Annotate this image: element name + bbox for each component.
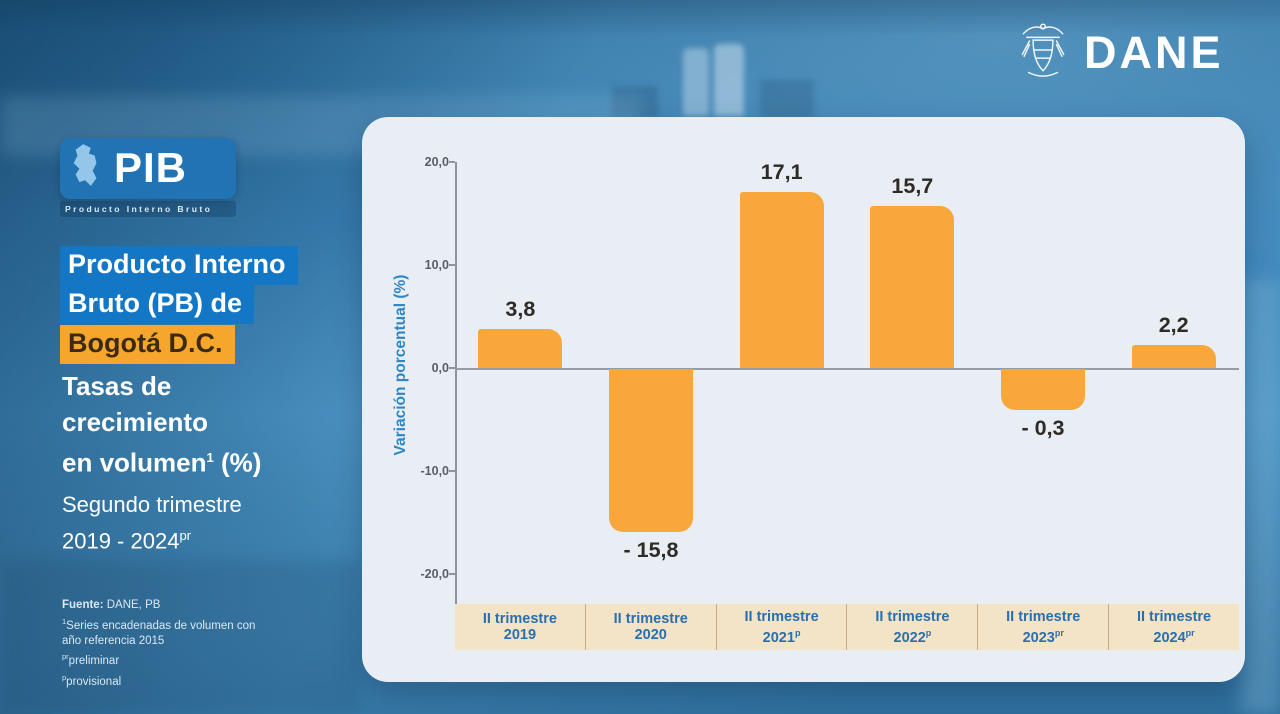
- zero-baseline: [455, 368, 1239, 370]
- footnotes: Fuente: DANE, PB 1Series encadenadas de …: [62, 598, 255, 690]
- headline-line-1: Producto Interno: [60, 246, 298, 285]
- bar-value-label: 15,7: [891, 174, 934, 199]
- x-category-label: II trimestre 2022p: [847, 604, 979, 650]
- dane-logo: DANE: [1016, 20, 1224, 85]
- headline-line-2: Bruto (PB) de: [60, 285, 254, 324]
- y-tick-label: 0,0: [431, 361, 449, 375]
- headline-highlight: Bogotá D.C.: [60, 325, 235, 364]
- source-line: Fuente: DANE, PB: [62, 599, 161, 611]
- footnote-marker: pr: [179, 527, 191, 543]
- subtitle-period-range: 2019 - 2024pr: [62, 527, 191, 553]
- subtitle-block: Tasas de crecimiento en volumen1 (%) Seg…: [62, 368, 261, 556]
- city-haze: [1240, 280, 1280, 714]
- dane-wordmark: DANE: [1084, 27, 1224, 78]
- footnote-line: año referencia 2015: [62, 634, 165, 647]
- footnote-line: pprovisional: [62, 672, 122, 688]
- footnote-marker: 1: [206, 450, 214, 465]
- y-tick-label: -20,0: [420, 567, 450, 581]
- subtitle-bold-line: crecimiento: [62, 407, 208, 437]
- x-category-label: II trimestre 2023pr: [978, 604, 1110, 650]
- footnote-marker: pr: [1185, 627, 1195, 638]
- y-tick-mark: [449, 470, 455, 472]
- headline: Producto Interno Bruto (PB) de Bogotá D.…: [60, 246, 298, 364]
- bar-value-label: 3,8: [505, 296, 536, 321]
- subtitle-bold-line: en volumen1 (%): [62, 447, 262, 478]
- y-tick-mark: [449, 367, 455, 369]
- y-tick-label: 10,0: [424, 258, 449, 272]
- bar-2021: [739, 191, 824, 368]
- x-category-label: II trimestre 2020: [586, 604, 717, 650]
- city-haze: [0, 560, 360, 714]
- tower-silhouette: [683, 48, 709, 116]
- y-tick-mark: [449, 573, 455, 575]
- building-silhouette: [612, 86, 658, 118]
- y-axis-line: [455, 162, 457, 650]
- bar-2024: [1131, 345, 1216, 368]
- pib-logo-box: PIB: [60, 138, 236, 199]
- chart-panel: Variación porcentual (%) II trimestre 201…: [362, 117, 1245, 682]
- x-category-label: II trimestre 2024pr: [1136, 608, 1212, 646]
- footnote-marker: p: [794, 627, 801, 638]
- x-category-label: II trimestre 2021p: [717, 604, 848, 650]
- y-tick-label: 20,0: [424, 155, 449, 169]
- y-tick-mark: [449, 264, 455, 266]
- pib-acronym: PIB: [114, 143, 188, 191]
- x-category-label: II trimestre 2019: [455, 604, 586, 650]
- bar-2020: [609, 369, 693, 532]
- bar-value-label: 17,1: [760, 159, 803, 184]
- bar-value-label: - 15,8: [623, 537, 679, 562]
- bar-value-label: - 0,3: [1021, 416, 1065, 441]
- bar-2023: [1001, 369, 1085, 411]
- bar-value-label: 2,2: [1158, 313, 1189, 338]
- footnote-marker: p: [925, 627, 932, 638]
- tower-silhouette: [714, 44, 744, 116]
- footnote-line: 1Series encadenadas de volumen con: [62, 616, 256, 632]
- y-tick-label: -10,0: [420, 464, 450, 478]
- bar-2019: [478, 328, 563, 368]
- footnote-marker: pr: [1054, 627, 1064, 638]
- colombia-coat-of-arms-icon: [1016, 20, 1070, 85]
- pib-logo: PIB Producto Interno Bruto: [60, 138, 236, 217]
- building-silhouette: [760, 80, 814, 118]
- footnote-line: prpreliminar: [62, 652, 120, 668]
- pib-logo-subtitle: Producto Interno Bruto: [60, 201, 236, 217]
- x-axis-category-strip: II trimestre 2019 II trimestre 2020 II trime…: [455, 604, 1239, 650]
- mountain-ridge-silhouette: [0, 0, 1280, 78]
- subtitle-period-line: Segundo trimestre: [62, 491, 242, 517]
- colombia-map-icon: [68, 142, 106, 193]
- subtitle-bold-line: Tasas de: [62, 371, 172, 401]
- y-tick-mark: [449, 161, 455, 163]
- bar-2022: [870, 206, 955, 368]
